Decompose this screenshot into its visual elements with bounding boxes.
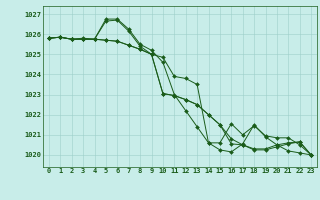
Text: Graphe pression niveau de la mer (hPa): Graphe pression niveau de la mer (hPa) [60,184,260,193]
